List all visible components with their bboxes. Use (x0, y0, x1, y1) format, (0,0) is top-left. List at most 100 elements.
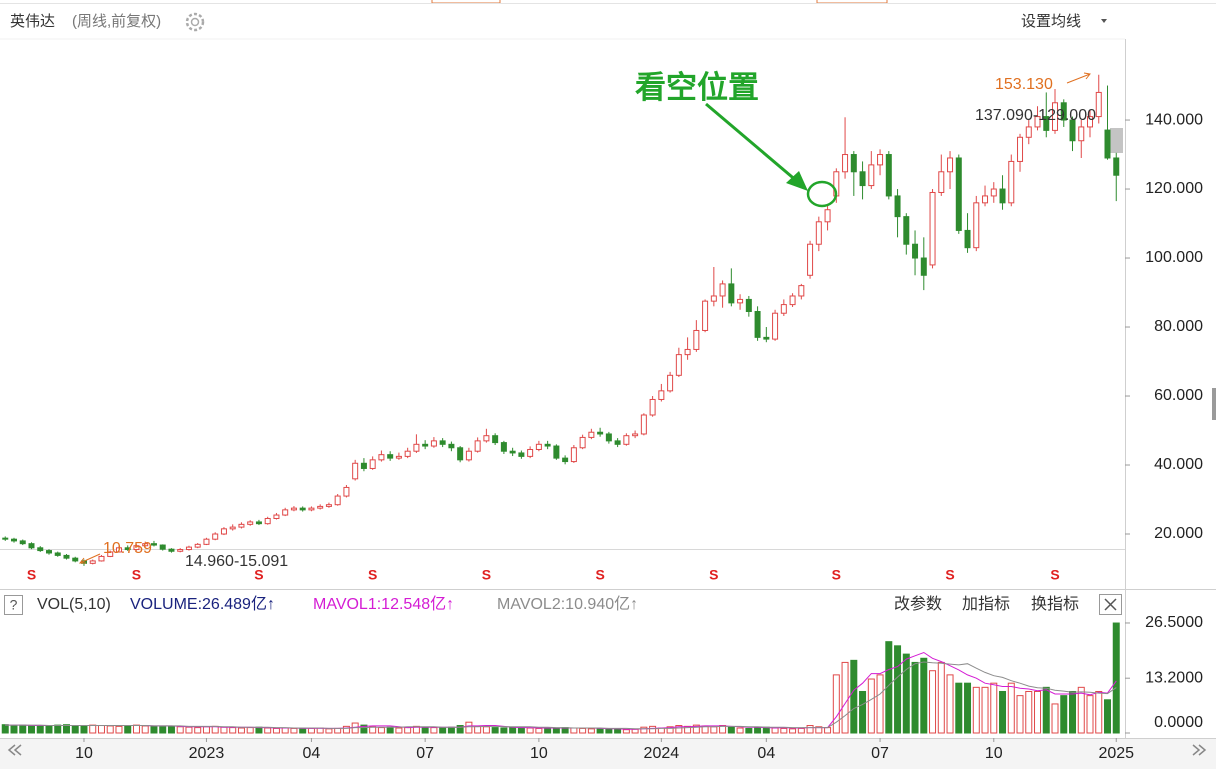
candle-body (623, 435, 630, 445)
low-label: 10.759 (103, 540, 152, 557)
time-axis: 10 2023 04 07 10 2024 04 07 10 2025 (75, 738, 1134, 762)
candle-body (107, 551, 114, 557)
candle-body (1087, 116, 1094, 128)
time-axis-bg (0, 738, 1216, 769)
help-icon[interactable]: ? (10, 597, 18, 613)
candle-body (745, 298, 752, 312)
candle-body (605, 433, 612, 442)
dropdown-caret (1101, 19, 1107, 23)
params-button[interactable]: 改参数 (894, 595, 942, 613)
volume-bar (920, 657, 928, 734)
volume-bar (736, 727, 744, 734)
dividend-marker: S (132, 567, 141, 583)
volume-bar (675, 725, 683, 734)
candle-body (728, 283, 735, 304)
candle-body (282, 509, 289, 516)
volume-bar (771, 727, 779, 734)
volume-bar (946, 674, 954, 734)
candle-body (369, 459, 376, 469)
add-indicator-button[interactable]: 加指标 (962, 595, 1010, 613)
candle-body (964, 229, 971, 249)
candle-body (579, 436, 586, 449)
y-tick-label: 120.000 (1145, 180, 1203, 197)
candle-body (28, 543, 35, 549)
legend-entry: MAVOL1:12.548亿↑ (313, 595, 454, 613)
candle-body (168, 548, 175, 552)
switch-indicator-button[interactable]: 换指标 (1031, 595, 1079, 613)
volume-bar (491, 727, 499, 734)
side-handle[interactable] (1212, 388, 1216, 420)
gear (185, 12, 205, 32)
candle-body (63, 554, 70, 559)
volume-bar (27, 725, 35, 734)
candle-body (185, 546, 192, 551)
candle-body (483, 435, 490, 442)
candle-body (492, 435, 499, 444)
volume-bar (972, 686, 980, 734)
candle-body (273, 514, 280, 519)
candle-body (597, 431, 604, 435)
low-arrow (78, 553, 101, 564)
x-tick-label: 07 (416, 745, 434, 762)
candle-body (238, 523, 245, 528)
candle-body (98, 555, 105, 562)
settings-icon[interactable] (185, 12, 205, 32)
volume-bar (159, 726, 167, 734)
volume-bar (937, 661, 945, 734)
candle-body (1052, 102, 1059, 131)
candle-body (789, 295, 796, 306)
volume-bar (115, 725, 123, 734)
high-label: 153.130 (995, 76, 1053, 93)
volume-bar (281, 727, 289, 734)
volume-bar (745, 727, 753, 734)
volume-bar (859, 690, 867, 734)
candle-body (562, 457, 569, 463)
volume-bar (640, 726, 648, 734)
candle-body (2, 537, 9, 540)
candle-body (150, 543, 157, 546)
candle-body (115, 547, 122, 553)
scroll-right[interactable] (1192, 744, 1207, 756)
volume-bar (570, 727, 578, 734)
volume-bar (1051, 703, 1059, 734)
volume-bar (124, 725, 132, 734)
volume-bar (692, 724, 700, 734)
x-tick-label: 10 (530, 745, 548, 762)
gear-hub (190, 17, 200, 27)
dividend-marker: S (27, 567, 36, 583)
candle-body (325, 504, 332, 507)
candle-body (719, 283, 726, 297)
volume-bar (97, 725, 105, 734)
volume-bar (535, 727, 543, 734)
candle-body (973, 202, 980, 249)
candle-body (824, 209, 831, 223)
volume-bar (631, 728, 639, 734)
help-box[interactable] (4, 595, 23, 615)
volume-bar (456, 725, 464, 734)
candle-body (387, 454, 394, 459)
volume-bar (1025, 690, 1033, 734)
candle-body (220, 528, 227, 535)
volume-bar (929, 670, 937, 734)
volume-bar (185, 726, 193, 734)
candle-body (737, 298, 744, 304)
volume-bar (902, 653, 910, 734)
candle-body (658, 390, 665, 400)
volume-bar (990, 682, 998, 734)
volume-bar (421, 726, 429, 734)
candle-body (343, 486, 350, 497)
candle-body (1078, 126, 1085, 142)
scroll-left[interactable] (7, 744, 22, 756)
candle-body (1069, 119, 1076, 142)
candle-body (553, 445, 560, 459)
current-price-marker (1110, 128, 1123, 153)
ma-button[interactable]: 设置均线 (1021, 13, 1081, 30)
volume-bar (334, 727, 342, 734)
candle-body (667, 374, 674, 392)
volume-bar (1060, 695, 1068, 734)
candle-body (868, 164, 875, 187)
close-icon (1104, 598, 1117, 611)
candle-body (439, 440, 446, 445)
gap-label: 14.960-15.091 (185, 553, 288, 570)
candle-body (614, 440, 621, 445)
